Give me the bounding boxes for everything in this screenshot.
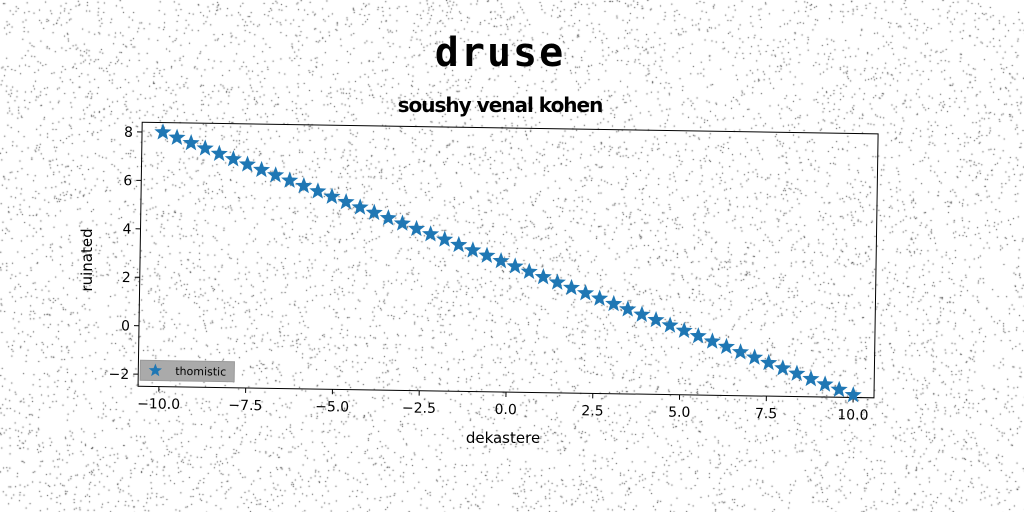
data-point-star [520,262,538,280]
data-point-star [844,386,862,403]
data-point-star [365,203,383,221]
data-series [154,123,862,403]
legend: thomistic [139,359,235,383]
data-point-star [534,268,552,285]
data-point-star [337,193,355,210]
data-point-star [252,160,271,178]
x-tick-label: 0.0 [494,402,517,418]
y-tick-label: 6 [123,173,132,189]
data-point-star [436,230,454,247]
data-point-star [196,139,214,156]
data-point-star [647,310,665,328]
data-point-star [830,380,848,398]
data-point-star [210,144,228,162]
x-tick-label: 7.5 [755,406,778,422]
y-tick-label: 8 [124,125,133,141]
x-tick-label: 2.5 [581,403,604,419]
y-axis: −2 0 2 4 6 8 [108,125,143,383]
data-point-star [379,209,397,226]
data-point-star [576,284,595,301]
legend-box [139,359,235,383]
data-point-star [675,321,693,339]
x-axis-label: dekastere [466,429,540,447]
data-point-star [562,278,581,296]
data-point-star [717,337,735,355]
chart-title: soushy venal kohen [397,93,604,117]
data-point-star [774,359,792,376]
data-point-star [788,364,806,381]
data-point-star [731,343,750,360]
data-point-star [478,246,496,263]
data-point-star [182,134,200,151]
data-point-star [464,241,482,258]
y-tick-label: −2 [108,367,129,383]
x-tick-label: −5.0 [315,399,349,416]
data-point-star [506,257,524,274]
data-point-star [281,171,299,188]
data-point-star [619,300,637,317]
y-tick-label: 0 [121,318,130,334]
data-point-star [238,155,256,172]
data-point-star [450,235,468,253]
data-point-star [661,316,679,333]
x-tick-label: 5.0 [668,405,691,421]
x-tick-label: −10.0 [137,396,180,413]
x-tick-label: 10.0 [837,407,868,423]
data-point-star [802,369,820,387]
data-point-star [407,219,426,237]
page-title: druse [434,30,566,76]
data-point-star [633,305,651,322]
data-point-star [295,176,313,194]
data-point-star [746,348,764,365]
data-point-star [760,353,778,371]
legend-entry-thomistic: thomistic [175,365,226,379]
data-point-star [422,225,440,242]
data-point-star [492,251,510,269]
y-axis-label: ruinated [78,228,96,291]
data-point-star [309,182,327,199]
data-point-star [323,187,341,205]
data-point-star [168,128,186,146]
legend-marker-star [148,363,162,377]
x-tick-label: −7.5 [228,398,262,415]
data-point-star [591,289,609,306]
data-point-star [605,294,623,312]
data-point-star [548,273,566,290]
data-point-star [267,166,285,183]
data-point-star [351,198,369,215]
y-tick-label: 4 [122,222,131,238]
data-point-star [689,327,707,344]
data-point-star [816,375,834,392]
data-point-star [393,214,411,231]
data-point-star [703,332,721,349]
data-point-star [154,123,172,140]
x-axis: −10.0 −7.5 −5.0 −2.5 0.0 2.5 5.0 7.5 10.0 [137,386,869,424]
y-tick-label: 2 [122,270,131,286]
x-tick-label: −2.5 [402,400,436,417]
data-point-star [224,150,242,167]
